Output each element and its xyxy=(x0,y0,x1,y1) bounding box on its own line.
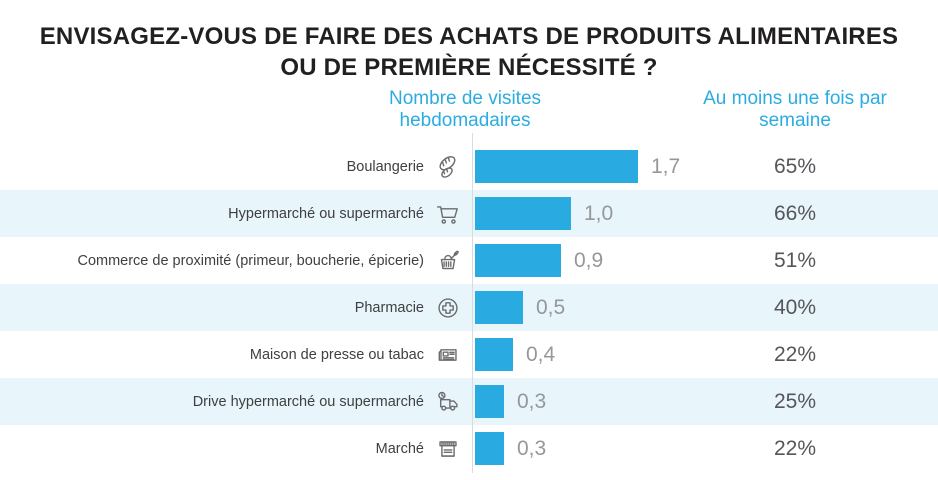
visits-value: 0,9 xyxy=(574,248,604,272)
shopping-basket-icon xyxy=(424,246,472,276)
market-stall-icon xyxy=(424,434,472,464)
weekly-percentage: 25% xyxy=(773,389,817,413)
category-label: Drive hypermarché ou supermarché xyxy=(192,393,424,410)
bar-zone: 0,3 xyxy=(475,385,546,418)
category-label: Boulangerie xyxy=(346,158,424,175)
visits-value: 0,5 xyxy=(536,295,566,319)
visits-bar xyxy=(475,150,638,183)
weekly-percentage: 22% xyxy=(773,436,817,460)
page-title-line2: OU DE PREMIÈRE NÉCESSITÉ ? xyxy=(280,53,658,81)
bar-zone: 0,4 xyxy=(475,338,555,371)
bar-zone: 0,9 xyxy=(475,244,603,277)
bar-zone: 0,3 xyxy=(475,432,546,465)
visits-bar xyxy=(475,197,571,230)
column-header-weekly: Au moins une fois par semaine xyxy=(703,88,887,132)
table-row: Commerce de proximité (primeur, boucheri… xyxy=(0,237,938,284)
weekly-percentage: 22% xyxy=(773,342,817,366)
table-row: Marché 0,3 22% xyxy=(0,425,938,472)
page-title: ENVISAGEZ-VOUS DE FAIRE DES ACHATS DE PR… xyxy=(0,22,938,83)
medical-cross-icon xyxy=(424,293,472,323)
table-row: Maison de presse ou tabac 0,4 22% xyxy=(0,331,938,378)
visits-bar xyxy=(475,432,504,465)
visits-bar xyxy=(475,244,561,277)
page-title-line1: ENVISAGEZ-VOUS DE FAIRE DES ACHATS DE PR… xyxy=(39,23,899,51)
weekly-percentage: 66% xyxy=(773,201,817,225)
bread-icon xyxy=(424,152,472,182)
weekly-percentage: 65% xyxy=(773,154,817,178)
table-row: Drive hypermarché ou supermarché 0,3 25% xyxy=(0,378,938,425)
bar-zone: 1,7 xyxy=(475,150,680,183)
category-label: Commerce de proximité (primeur, boucheri… xyxy=(77,252,424,269)
chart-rows: Boulangerie 1,7 65% Hypermarché ou super… xyxy=(0,143,938,472)
chart-axis-line xyxy=(472,133,473,473)
visits-value: 0,4 xyxy=(526,342,556,366)
visits-bar xyxy=(475,291,523,324)
shopping-cart-icon xyxy=(424,199,472,229)
visits-value: 1,7 xyxy=(651,154,681,178)
delivery-truck-icon xyxy=(424,387,472,417)
category-label: Maison de presse ou tabac xyxy=(249,346,424,363)
newspaper-icon xyxy=(424,340,472,370)
visits-bar xyxy=(475,338,513,371)
table-row: Pharmacie 0,5 40% xyxy=(0,284,938,331)
category-label: Hypermarché ou supermarché xyxy=(228,205,424,222)
weekly-percentage: 40% xyxy=(773,295,817,319)
table-row: Hypermarché ou supermarché 1,0 66% xyxy=(0,190,938,237)
visits-value: 1,0 xyxy=(584,201,614,225)
weekly-percentage: 51% xyxy=(773,248,817,272)
visits-value: 0,3 xyxy=(517,389,547,413)
category-label: Pharmacie xyxy=(354,299,424,316)
bar-zone: 0,5 xyxy=(475,291,565,324)
column-header-visits: Nombre de visites hebdomadaires xyxy=(388,88,542,132)
visits-value: 0,3 xyxy=(517,436,547,460)
category-label: Marché xyxy=(375,440,424,457)
visits-bar xyxy=(475,385,504,418)
table-row: Boulangerie 1,7 65% xyxy=(0,143,938,190)
bar-zone: 1,0 xyxy=(475,197,613,230)
